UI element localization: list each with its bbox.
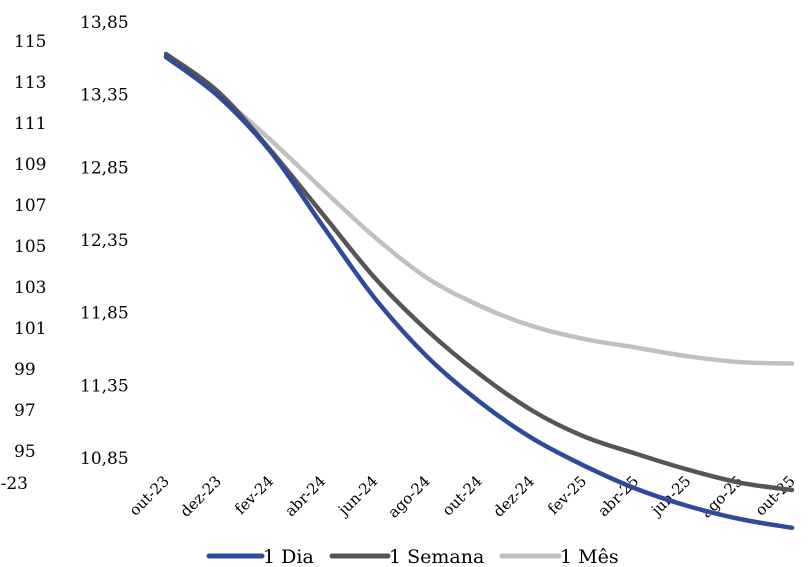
x-tick-label: dez-23 (177, 472, 225, 520)
series-line-2 (163, 51, 795, 493)
background-y-tick-label: 101 (14, 319, 46, 339)
background-y-tick-label: 113 (14, 73, 46, 93)
x-tick-label: ago-24 (384, 472, 433, 521)
legend: 1 Dia 1 Semana 1 Mês (206, 546, 619, 567)
y-tick-label: 12,85 (80, 158, 129, 178)
background-y-tick-label: 111 (14, 114, 46, 134)
y-tick-label: 11,85 (80, 304, 129, 324)
y-tick-label: 11,35 (80, 376, 129, 396)
x-tick-label: fev-25 (544, 472, 590, 518)
x-tick-label: jun-24 (333, 472, 381, 520)
background-y-tick-label: 109 (14, 155, 46, 175)
background-y-tick-label: 107 (14, 196, 46, 216)
x-tick-label: fev-24 (231, 472, 277, 518)
background-y-tick-label: 97 (14, 401, 36, 421)
x-tick-label: out-25 (752, 472, 799, 519)
x-tick-label: out-23 (126, 472, 173, 519)
background-y-tick-label: 103 (14, 278, 46, 298)
x-tick-label: dez-24 (490, 472, 538, 520)
x-tick-label: out-24 (439, 472, 486, 519)
legend-label: 1 Mês (560, 546, 619, 567)
legend-label: 1 Dia (263, 546, 314, 567)
background-x-tick-fragment: -23 (1, 474, 28, 494)
y-tick-label: 13,85 (80, 13, 129, 33)
background-y-tick-label: 99 (14, 360, 36, 380)
series-lines (163, 51, 795, 531)
background-y-tick-label: 105 (14, 237, 46, 257)
y-axis: 10,85 11,35 11,85 12,35 12,85 13,35 13,85 (80, 13, 129, 469)
y-tick-label: 12,35 (80, 231, 129, 251)
x-tick-label: abr-24 (281, 472, 329, 520)
series-line-1 (163, 54, 795, 531)
y-tick-label: 13,35 (80, 86, 129, 106)
x-axis: out-23 dez-23 fev-24 abr-24 jun-24 ago-24 out-… (126, 472, 799, 521)
background-y-tick-label: 95 (14, 442, 36, 462)
series-line-3 (163, 54, 795, 366)
legend-label: 1 Semana (389, 546, 484, 567)
background-axis: 95 97 99 101 103 105 107 109 111 113 115 -23 (1, 32, 47, 494)
y-tick-label: 10,85 (80, 449, 129, 469)
background-y-tick-label: 115 (14, 32, 46, 52)
